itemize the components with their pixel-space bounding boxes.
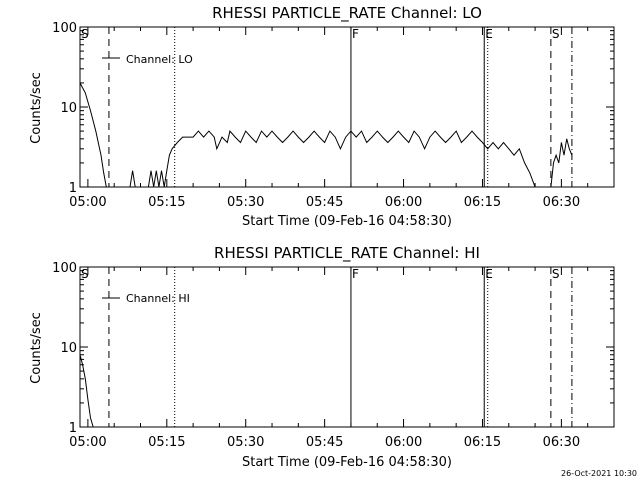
- time-marker-label: S: [81, 27, 89, 41]
- time-marker-label: S: [552, 267, 560, 281]
- x-tick-label: 05:00: [69, 435, 106, 450]
- x-tick-label: 06:30: [543, 435, 580, 450]
- x-tick-label: 05:30: [227, 195, 264, 210]
- x-tick-label: 06:00: [385, 195, 422, 210]
- x-tick-label: 05:30: [227, 435, 264, 450]
- series-line: [80, 354, 94, 427]
- y-tick-label: 100: [52, 261, 77, 276]
- chart-title: RHESSI PARTICLE_RATE Channel: HI: [214, 244, 480, 263]
- x-axis-label: Start Time (09-Feb-16 04:58:30): [242, 214, 452, 229]
- x-tick-label: 05:15: [148, 195, 185, 210]
- y-tick-label: 10: [60, 341, 77, 356]
- time-marker-label: S: [552, 27, 560, 41]
- x-tick-label: 05:45: [306, 195, 343, 210]
- y-axis-label: Counts/sec: [29, 312, 44, 384]
- time-marker-label: E: [485, 27, 493, 41]
- y-tick-label: 100: [52, 21, 77, 36]
- x-tick-label: 05:00: [69, 195, 106, 210]
- legend-entry: Channel: LO: [126, 53, 193, 66]
- x-tick-label: 05:45: [306, 435, 343, 450]
- plot-frame: [79, 266, 615, 428]
- legend-entry: Channel: HI: [126, 292, 190, 305]
- x-tick-label: 06:30: [543, 195, 580, 210]
- x-tick-label: 05:15: [148, 435, 185, 450]
- panel-lo: RHESSI PARTICLE_RATE Channel: LO Counts/…: [29, 4, 615, 229]
- series-line: [80, 82, 573, 187]
- panel-hi: RHESSI PARTICLE_RATE Channel: HI Counts/…: [29, 244, 615, 470]
- chart-title: RHESSI PARTICLE_RATE Channel: LO: [212, 4, 482, 23]
- x-tick-label: 06:15: [464, 435, 501, 450]
- y-tick-label: 1: [69, 181, 77, 196]
- time-marker-label: E: [485, 267, 493, 281]
- y-axis-label: Counts/sec: [29, 72, 44, 144]
- time-marker-label: F: [352, 27, 359, 41]
- y-tick-label: 10: [60, 101, 77, 116]
- date-stamp: 26-Oct-2021 10:30: [561, 469, 637, 478]
- y-tick-label: 1: [69, 421, 77, 436]
- time-marker-label: F: [352, 267, 359, 281]
- x-tick-label: 06:15: [464, 195, 501, 210]
- x-axis-label: Start Time (09-Feb-16 04:58:30): [242, 455, 452, 470]
- plot-frame: [79, 26, 615, 188]
- time-marker-label: S: [81, 267, 89, 281]
- x-tick-label: 06:00: [385, 435, 422, 450]
